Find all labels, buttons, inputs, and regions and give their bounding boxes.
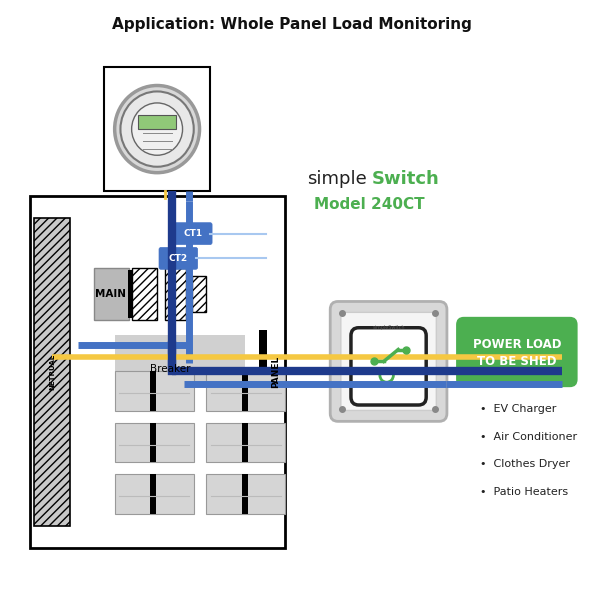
Bar [150,371,156,411]
Text: PANEL: PANEL [271,356,280,388]
FancyBboxPatch shape [173,222,212,245]
Bar [34,218,70,526]
Bar [30,196,286,548]
FancyBboxPatch shape [351,328,426,405]
Text: CT1: CT1 [183,229,202,238]
Circle shape [121,91,194,167]
Text: simpleSwitch: simpleSwitch [373,325,405,329]
Circle shape [131,103,182,155]
Bar [206,474,286,514]
Text: TO BE SHED: TO BE SHED [477,355,557,368]
Bar [132,269,157,320]
Bar [206,371,286,411]
Bar [192,276,206,312]
Bar [242,371,248,411]
Text: CT2: CT2 [169,254,188,263]
Circle shape [115,86,200,173]
Bar [150,423,156,462]
Bar [94,269,129,320]
Text: •  Clothes Dryer: • Clothes Dryer [480,459,570,469]
FancyBboxPatch shape [159,248,197,269]
Text: MAIN: MAIN [95,289,125,299]
FancyBboxPatch shape [341,312,436,410]
Text: Model 240CT: Model 240CT [314,197,425,212]
Text: POWER LOAD: POWER LOAD [473,338,561,350]
Bar [115,371,194,411]
Text: •  EV Charger: • EV Charger [480,404,557,414]
Text: •  Patio Heaters: • Patio Heaters [480,487,568,497]
Bar [115,335,245,384]
Circle shape [380,368,394,382]
Bar [138,115,176,129]
Text: simple: simple [307,170,367,188]
Bar [206,423,286,462]
Text: •  Air Conditioner: • Air Conditioner [480,432,577,442]
Bar [259,329,267,394]
FancyBboxPatch shape [330,301,447,422]
Bar [104,67,210,191]
Bar [242,423,248,462]
Text: Application: Whole Panel Load Monitoring: Application: Whole Panel Load Monitoring [112,17,472,32]
Bar [115,423,194,462]
Bar [168,329,175,394]
Bar [165,269,186,320]
Bar [242,474,248,514]
FancyBboxPatch shape [456,317,578,387]
Bar [115,474,194,514]
Bar [128,270,134,318]
Text: NETRUAL: NETRUAL [49,354,55,390]
Text: Switch: Switch [372,170,440,188]
Text: Breaker: Breaker [150,364,190,374]
Bar [150,474,156,514]
